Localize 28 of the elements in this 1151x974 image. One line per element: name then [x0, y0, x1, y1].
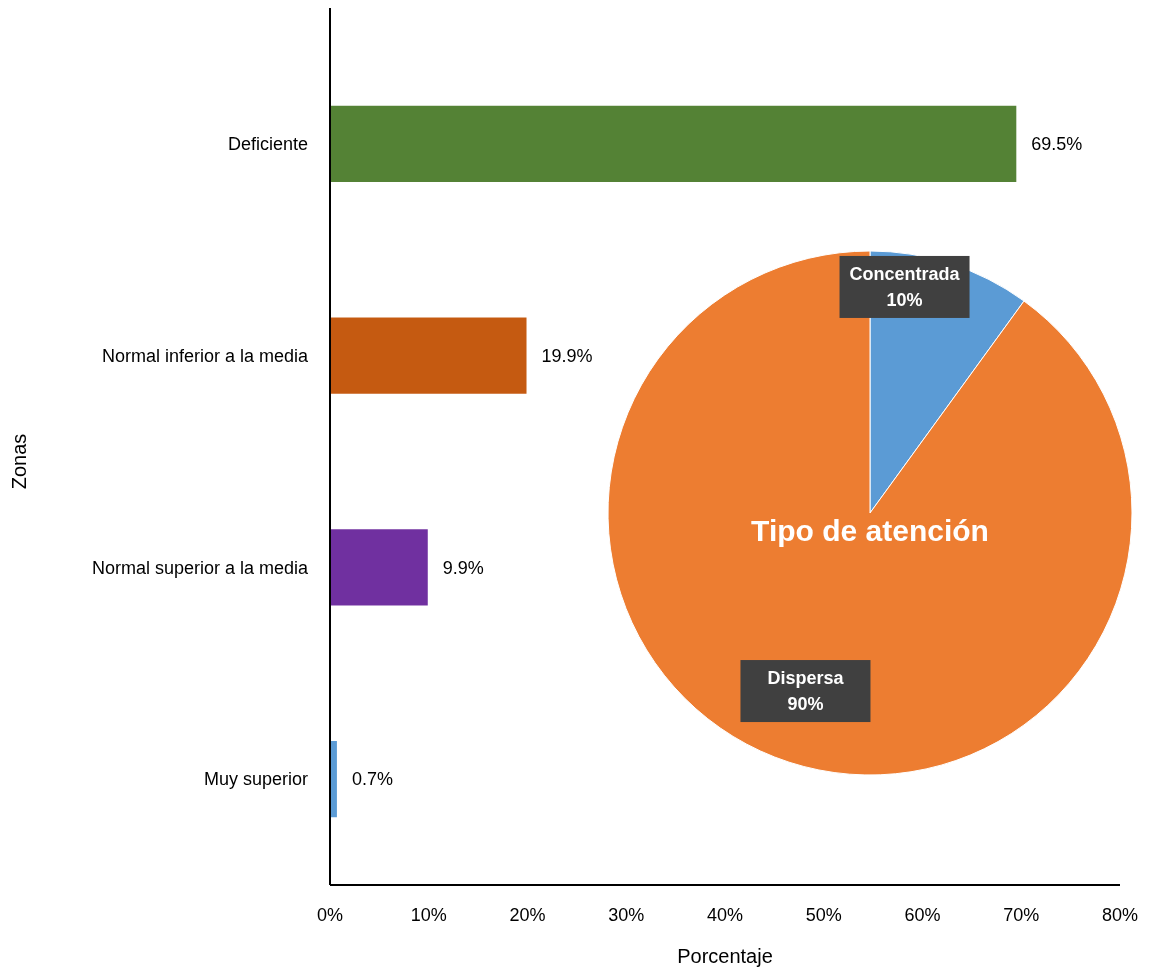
y-axis-title: Zonas [8, 433, 30, 490]
data-label: 90% [787, 694, 824, 715]
data-label: 69.5% [1031, 134, 1083, 155]
text: Tipo de atención [751, 514, 989, 547]
slice-label: Dispersa [767, 668, 845, 689]
x-tick-label: 10% [410, 905, 447, 925]
x-tick-label: 80% [1101, 905, 1139, 925]
x-tick-label: 0% [316, 905, 344, 925]
x-tick-label: 50% [805, 905, 842, 925]
data-label: 19.9% [541, 345, 593, 366]
x-tick-label: 20% [509, 905, 546, 925]
x-axis-title: Porcentaje [677, 945, 773, 967]
y-tick-label: Normal superior a la media [91, 557, 309, 578]
data-label: 9.9% [442, 557, 484, 578]
data-label: 10% [886, 289, 923, 310]
pie-slice [607, 250, 1133, 776]
slice-label: Concentrada [849, 263, 961, 284]
bar [330, 317, 527, 394]
y-tick-label: Normal inferior a la media [101, 345, 309, 366]
x-tick-label: 70% [1003, 905, 1040, 925]
bar [330, 105, 1017, 182]
x-tick-label: 30% [608, 905, 645, 925]
y-tick-label: Muy superior [203, 769, 308, 790]
x-tick-label: 40% [706, 905, 744, 925]
bar [330, 529, 428, 606]
y-tick-label: Deficiente [227, 134, 308, 155]
x-tick-label: 60% [904, 905, 941, 925]
data-label: 0.7% [351, 769, 393, 790]
